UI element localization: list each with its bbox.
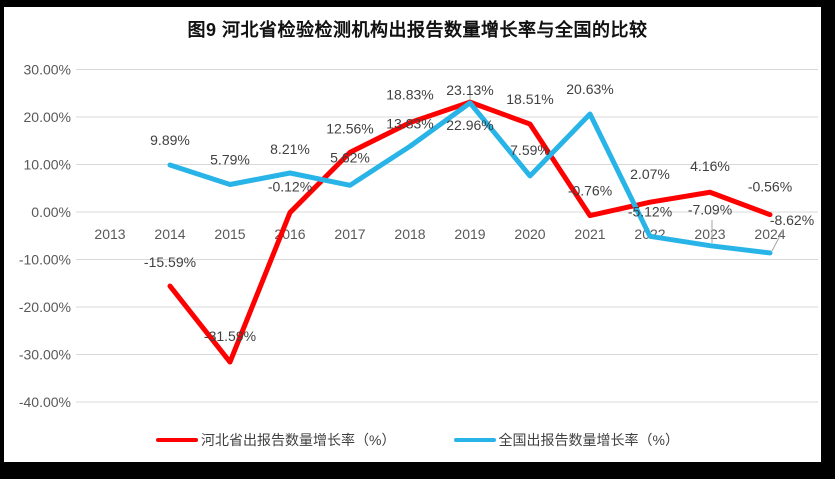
data-point-label: -0.56%	[748, 179, 792, 195]
data-point-label: 20.63%	[566, 81, 613, 97]
legend-item-hebei: 河北省出报告数量增长率（%）	[156, 430, 396, 450]
y-axis-tick-label: 0.00%	[31, 204, 71, 220]
legend-item-national: 全国出报告数量增长率（%）	[453, 430, 679, 450]
data-point-label: 4.16%	[690, 158, 730, 174]
data-point-label: -0.12%	[268, 179, 312, 195]
label-leader-line	[771, 229, 784, 252]
legend-label-national: 全国出报告数量增长率（%）	[498, 432, 679, 448]
y-axis-tick-label: -10.00%	[19, 252, 71, 268]
national-series-line	[167, 100, 773, 256]
frame-border-bottom	[0, 462, 835, 479]
x-axis-year-label: 2014	[154, 226, 185, 242]
y-axis-tick-label: 30.00%	[24, 62, 71, 78]
data-point-label: -7.09%	[688, 202, 732, 218]
data-point-label: -31.59%	[204, 328, 256, 344]
data-point-label: 7.59%	[510, 142, 550, 158]
data-point-label: 5.62%	[330, 149, 370, 165]
y-axis-tick-label: -30.00%	[19, 347, 71, 363]
y-axis-tick-label: -40.00%	[19, 394, 71, 410]
x-axis-year-label: 2021	[574, 226, 605, 242]
frame-border-left	[0, 0, 4, 479]
data-point-label: 8.21%	[270, 141, 310, 157]
x-axis-year-label: 2017	[334, 226, 365, 242]
data-point-label: -15.59%	[144, 254, 196, 270]
national-series-swatch	[453, 438, 496, 442]
x-axis-year-label: 2019	[454, 226, 485, 242]
data-point-label: -0.76%	[568, 183, 612, 199]
data-point-label: 9.89%	[150, 132, 190, 148]
chart-legend: 河北省出报告数量增长率（%） 全国出报告数量增长率（%）	[0, 430, 835, 450]
x-axis-year-label: 2023	[694, 226, 725, 242]
data-point-label: 5.79%	[210, 151, 250, 167]
chart-title: 图9 河北省检验检测机构出报告数量增长率与全国的比较	[187, 20, 648, 40]
data-point-label: -5.12%	[628, 203, 672, 219]
data-point-label: 13.83%	[386, 115, 433, 131]
hebei-series-swatch	[156, 438, 199, 442]
data-point-label: 12.56%	[326, 120, 373, 136]
x-axis-year-label: 2020	[514, 226, 545, 242]
y-axis-tick-label: 10.00%	[24, 157, 71, 173]
data-point-label: 2.07%	[630, 166, 670, 182]
y-axis-tick-label: -20.00%	[19, 299, 71, 315]
data-point-label: 18.51%	[506, 91, 553, 107]
frame-border-right	[821, 0, 835, 479]
x-axis-year-label: 2024	[754, 226, 785, 242]
y-axis-tick-label: 20.00%	[24, 109, 71, 125]
frame-border-top	[0, 0, 835, 7]
data-point-label: 18.83%	[386, 87, 433, 103]
data-point-label: 22.96%	[446, 117, 493, 133]
data-point-label: -8.62%	[770, 212, 814, 228]
legend-label-hebei: 河北省出报告数量增长率（%）	[201, 432, 396, 448]
x-axis-year-label: 2018	[394, 226, 425, 242]
x-axis-year-label: 2013	[94, 226, 125, 242]
x-axis-year-label: 2015	[214, 226, 245, 242]
data-point-label: 23.13%	[446, 82, 493, 98]
